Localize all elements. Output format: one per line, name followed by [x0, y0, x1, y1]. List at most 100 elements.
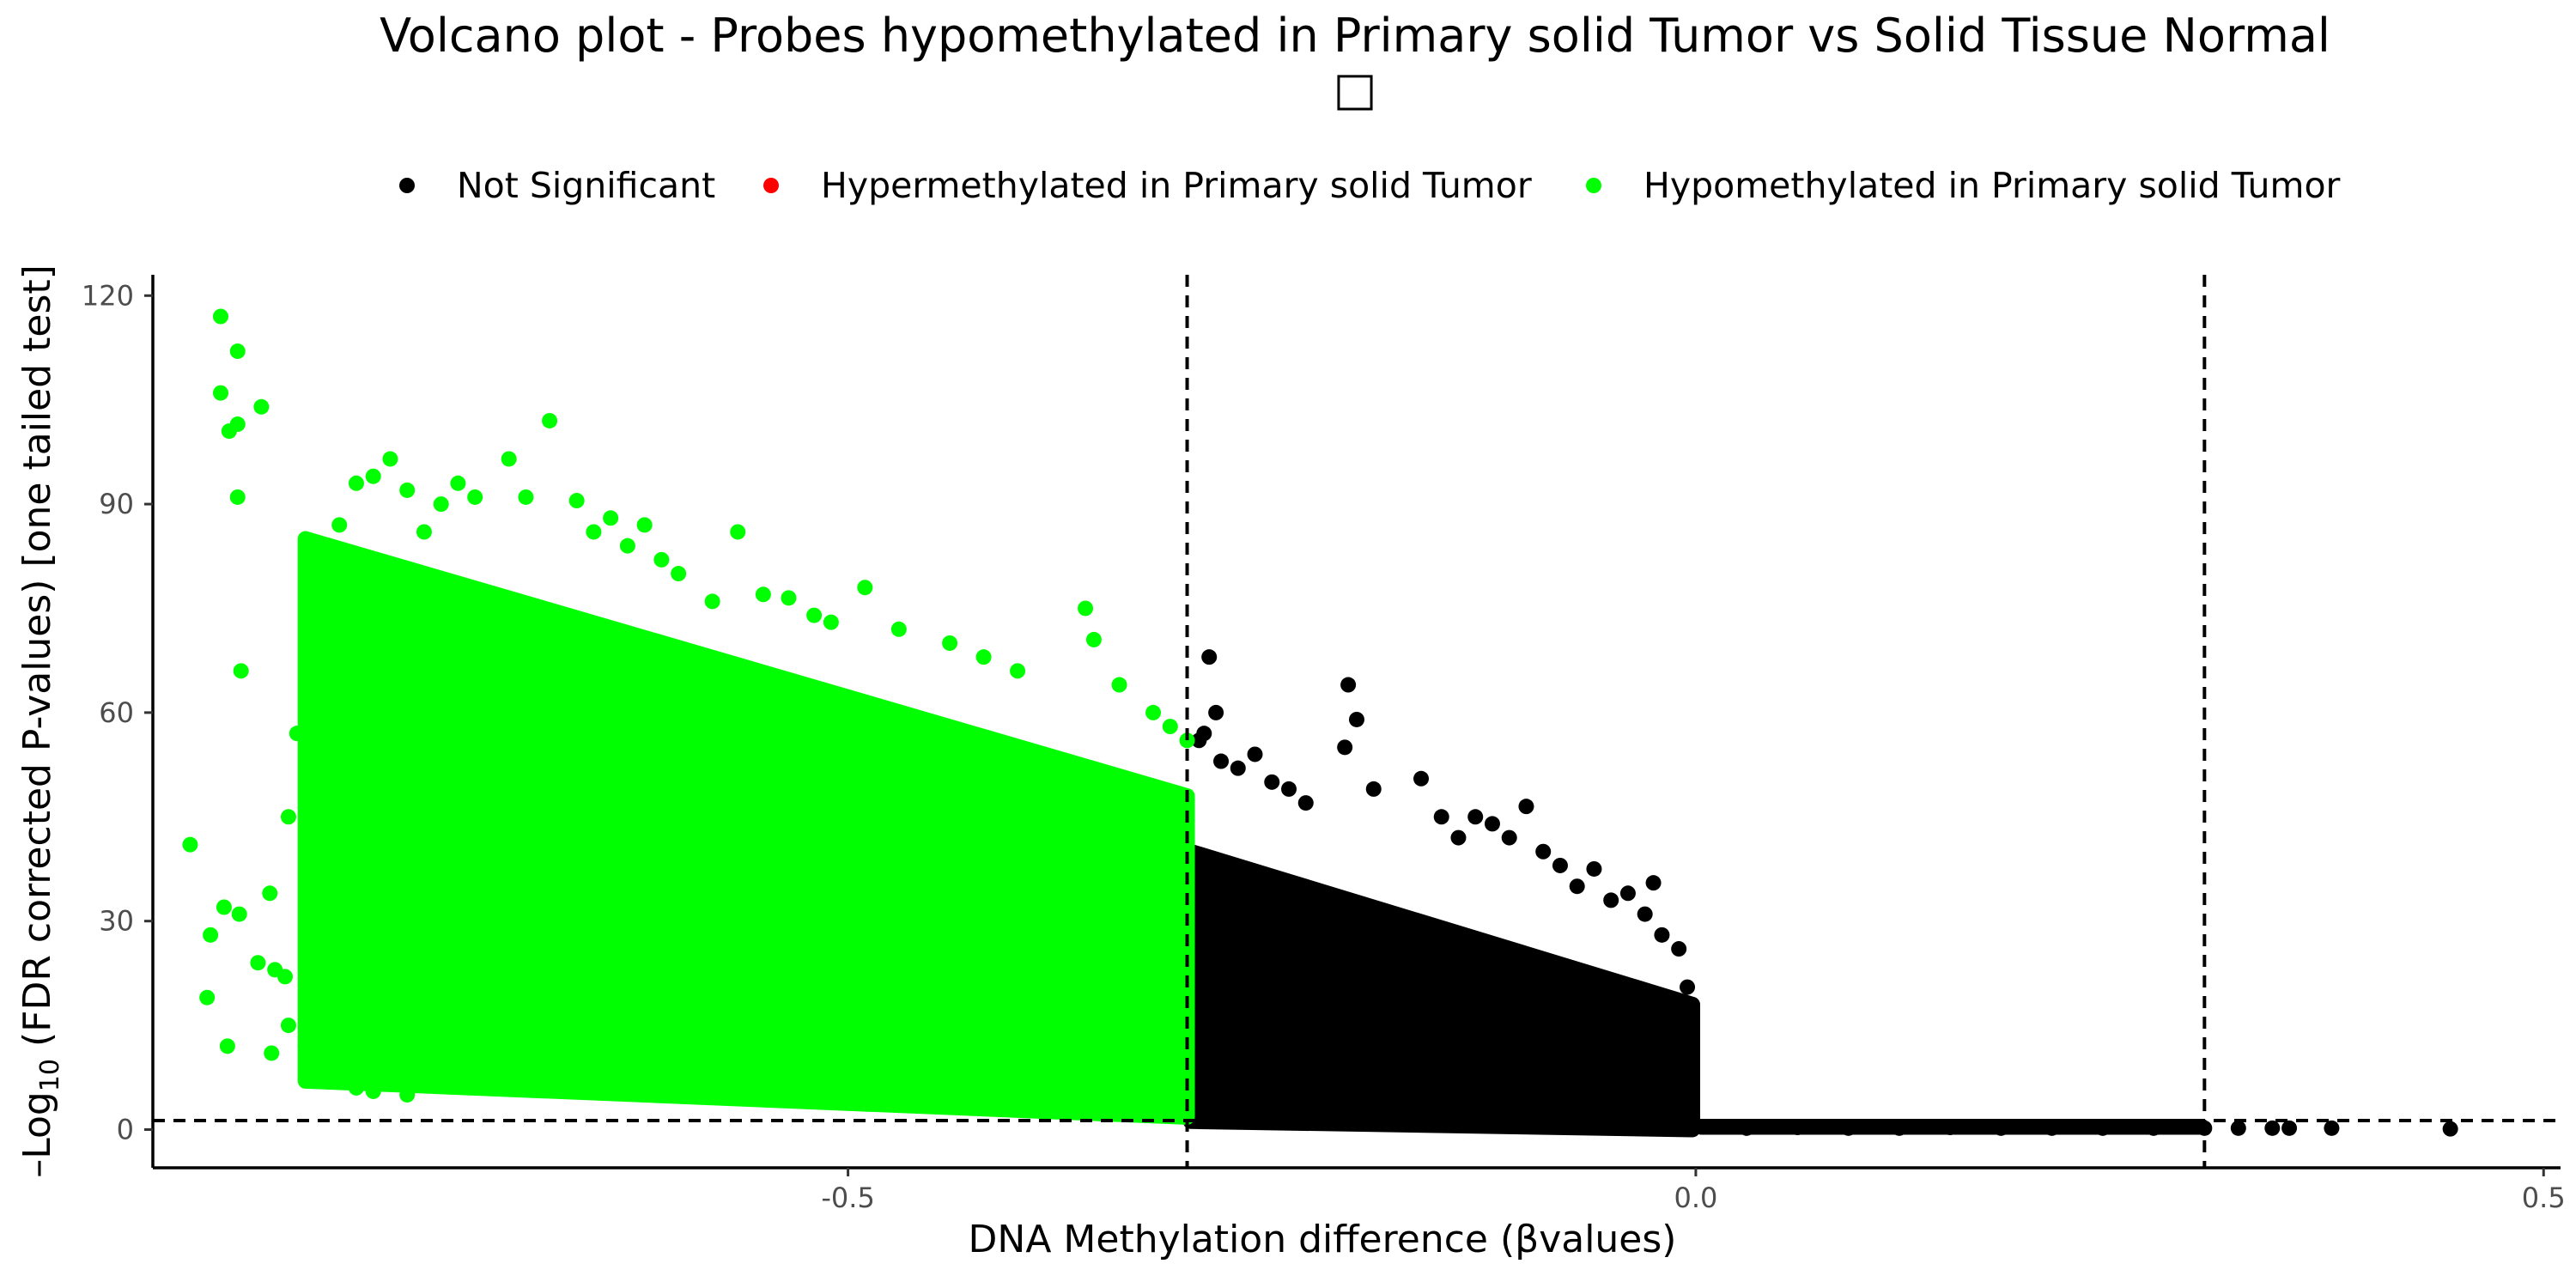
data-point-2-49 — [942, 635, 958, 651]
x-tick-label-0: -0.5 — [821, 1182, 874, 1214]
data-point-0-21 — [1535, 843, 1552, 860]
data-point-2-63 — [399, 1087, 416, 1103]
chart-title-glyph: □ — [1333, 62, 1376, 116]
data-point-0-45 — [2324, 1120, 2340, 1136]
data-point-2-40 — [671, 566, 687, 582]
data-point-2-27 — [416, 524, 432, 540]
y-tick-label-0: 0 — [117, 1113, 134, 1145]
point-cloud-2 — [297, 531, 1195, 1125]
data-point-2-6 — [250, 955, 266, 971]
data-point-2-5 — [231, 906, 247, 922]
data-point-0-42 — [2230, 1120, 2246, 1136]
data-point-2-18 — [280, 809, 296, 825]
data-point-2-46 — [823, 614, 839, 630]
data-point-2-28 — [433, 496, 449, 513]
data-point-2-42 — [730, 524, 746, 540]
data-point-0-37 — [1993, 1120, 2009, 1136]
y-axis-title-subscript: 10 — [35, 1059, 65, 1091]
data-point-0-22 — [1552, 857, 1568, 873]
data-point-0-11 — [1349, 711, 1364, 727]
data-point-2-30 — [467, 489, 483, 505]
data-point-2-15 — [229, 489, 246, 505]
data-point-0-0 — [1201, 649, 1218, 665]
data-point-0-31 — [1680, 979, 1696, 995]
data-point-0-30 — [1671, 941, 1687, 957]
data-point-0-23 — [1569, 878, 1585, 895]
data-point-2-53 — [1085, 631, 1102, 647]
x-tick-label-2: 0.5 — [2522, 1182, 2566, 1214]
x-axis-title: DNA Methylation difference (βvalues) — [969, 1218, 1677, 1261]
data-point-2-9 — [212, 308, 228, 325]
data-point-0-34 — [1840, 1120, 1856, 1136]
data-point-0-15 — [1433, 809, 1449, 825]
legend-key-hypomethylated — [1586, 178, 1601, 193]
data-point-2-34 — [568, 493, 585, 509]
data-point-0-29 — [1654, 927, 1670, 943]
data-point-2-2 — [203, 927, 219, 943]
data-point-0-10 — [1340, 677, 1357, 693]
axes: -0.5 0.0 0.5 0 30 60 90 120 — [82, 275, 2566, 1214]
data-point-2-16 — [233, 663, 249, 679]
legend-label-hypomethylated: Hypomethylated in Primary solid Tumor — [1643, 165, 2341, 206]
data-point-0-38 — [2044, 1120, 2060, 1136]
data-point-2-58 — [297, 1038, 313, 1054]
data-point-0-1 — [1208, 704, 1224, 720]
data-point-0-40 — [2146, 1120, 2162, 1136]
data-point-0-26 — [1619, 885, 1636, 902]
data-point-0-4 — [1213, 753, 1230, 769]
data-point-0-19 — [1501, 829, 1517, 846]
data-point-2-56 — [1162, 719, 1178, 735]
x-tick-label-1: 0.0 — [1674, 1182, 1717, 1214]
data-point-2-19 — [289, 726, 305, 742]
data-point-0-12 — [1337, 739, 1353, 756]
data-point-0-25 — [1603, 892, 1619, 908]
data-point-2-13 — [229, 343, 246, 360]
data-point-2-52 — [1078, 600, 1094, 617]
legend-label-hypermethylated: Hypermethylated in Primary solid Tumor — [821, 165, 1532, 206]
data-point-0-28 — [1645, 875, 1662, 891]
data-point-2-25 — [382, 451, 398, 467]
data-point-2-10 — [212, 385, 228, 401]
data-point-0-3 — [1191, 732, 1207, 749]
data-point-0-16 — [1450, 829, 1467, 846]
data-point-2-29 — [450, 475, 466, 491]
y-axis-title-prefix: –Log — [15, 1091, 59, 1178]
data-point-0-17 — [1467, 809, 1484, 825]
threshold-lines — [153, 275, 2561, 1168]
data-point-2-55 — [1145, 704, 1162, 720]
data-point-2-62 — [365, 1083, 381, 1099]
data-point-0-44 — [2281, 1120, 2298, 1136]
data-point-2-45 — [806, 607, 823, 623]
data-point-0-7 — [1264, 774, 1280, 790]
point-cloud-0 — [1182, 843, 1700, 1138]
data-point-2-26 — [399, 482, 416, 498]
data-point-2-31 — [501, 451, 517, 467]
data-point-0-32 — [1739, 1120, 1755, 1136]
data-point-2-47 — [857, 580, 873, 596]
y-axis-title-suffix: (FDR corrected P-values) [one tailed tes… — [15, 264, 59, 1059]
y-tick-label-3: 90 — [99, 488, 134, 520]
data-point-0-5 — [1230, 760, 1246, 776]
data-point-0-13 — [1365, 781, 1382, 797]
data-point-0-20 — [1518, 799, 1534, 815]
data-point-0-39 — [2094, 1120, 2111, 1136]
data-point-2-17 — [262, 885, 278, 902]
data-point-2-14 — [253, 398, 270, 415]
data-point-2-41 — [704, 593, 720, 610]
data-point-0-35 — [1891, 1120, 1907, 1136]
data-point-0-24 — [1586, 860, 1602, 877]
data-point-2-57 — [1179, 732, 1195, 749]
data-point-2-3 — [219, 1038, 235, 1054]
data-point-2-12 — [229, 416, 246, 433]
data-point-2-59 — [314, 1052, 331, 1068]
points-layer — [182, 308, 2458, 1138]
data-point-2-43 — [755, 586, 771, 603]
data-point-2-38 — [636, 517, 653, 533]
y-tick-label-4: 120 — [82, 279, 134, 312]
data-point-0-46 — [2442, 1121, 2458, 1137]
y-tick-label-2: 60 — [99, 696, 134, 729]
data-point-2-0 — [182, 836, 198, 853]
data-point-2-64 — [280, 1018, 296, 1034]
data-point-2-65 — [264, 1045, 280, 1061]
